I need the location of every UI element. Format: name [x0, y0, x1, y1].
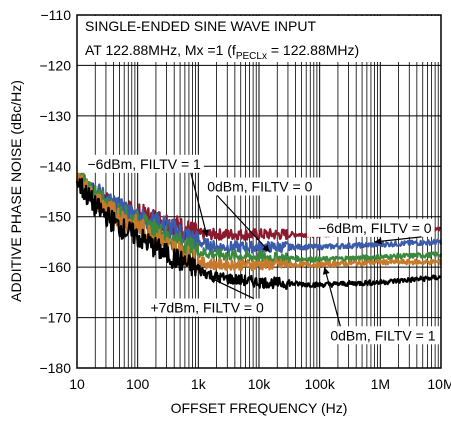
y-tick-label: −150	[39, 209, 71, 225]
x-tick-label: 1M	[371, 376, 390, 392]
annotation-layer: −6dBm, FILTV = 1 0dBm, FILTV = 0 −6dBm, FI…	[76, 154, 448, 345]
tick-labels: 10 100 1k 10k 100k 1M 10M−110−120−130−140−150−…	[39, 7, 451, 392]
annotation-background	[327, 326, 448, 345]
annotation-arrowhead	[209, 277, 217, 284]
chart-title-line-2-end: = 122.88MHz)	[267, 42, 359, 58]
chart-title-line-2: AT 122.88MHz, Mx =1 (fPECLx = 122.88MHz)	[85, 42, 359, 62]
annotation-leader	[323, 266, 341, 327]
chart-title-line-2-main: AT 122.88MHz, Mx =1 (f	[85, 42, 236, 58]
x-tick-label: 10M	[427, 376, 451, 392]
annotation-leader	[190, 172, 208, 238]
annotation-arrowhead	[322, 267, 330, 275]
annotation-label-5: 0dBm, FILTV = 1	[330, 327, 435, 343]
y-tick-label: −160	[39, 259, 71, 275]
chart-title-line-1: SINGLE-ENDED SINE WAVE INPUT	[85, 18, 316, 34]
title-background	[78, 16, 440, 62]
y-tick-label: −140	[39, 158, 71, 174]
annotation-label-3: −6dBm, FILTV = 0	[318, 220, 432, 236]
x-tick-label: 10	[69, 376, 85, 392]
y-axis-title: ADDITIVE PHASE NOISE (dBc/Hz)	[8, 80, 24, 302]
annotation-background	[307, 218, 435, 237]
annotation-background	[76, 154, 204, 173]
y-tick-label: −170	[39, 310, 71, 326]
annotation-arrowhead	[262, 244, 270, 253]
annotation-arrowhead	[202, 229, 209, 237]
x-axis-title: OFFSET FREQUENCY (Hz)	[171, 400, 348, 416]
series-line-5	[75, 177, 442, 290]
series-line-4	[75, 166, 442, 273]
y-tick-label: −130	[39, 108, 71, 124]
chart-title-subscript: PECLx	[236, 51, 267, 62]
annotation-label-2: 0dBm, FILTV = 0	[207, 179, 312, 195]
annotation-leader	[374, 236, 422, 243]
annotation-background	[204, 177, 325, 196]
annotation-arrowhead	[374, 237, 382, 245]
annotation-background	[139, 298, 267, 317]
annotation-leader	[216, 195, 271, 253]
plot-frame	[76, 14, 442, 369]
x-tick-label: 100k	[304, 376, 335, 392]
x-tick-label: 100	[126, 376, 150, 392]
annotation-label-1: −6dBm, FILTV = 1	[87, 156, 201, 172]
y-tick-label: −120	[39, 57, 71, 73]
y-tick-label: −180	[39, 360, 71, 376]
annotation-label-4: +7dBm, FILTV = 0	[150, 300, 264, 316]
annotation-leader	[208, 276, 255, 300]
x-tick-label: 1k	[191, 376, 207, 392]
x-tick-label: 10k	[248, 376, 272, 392]
y-tick-label: −110	[41, 7, 72, 23]
